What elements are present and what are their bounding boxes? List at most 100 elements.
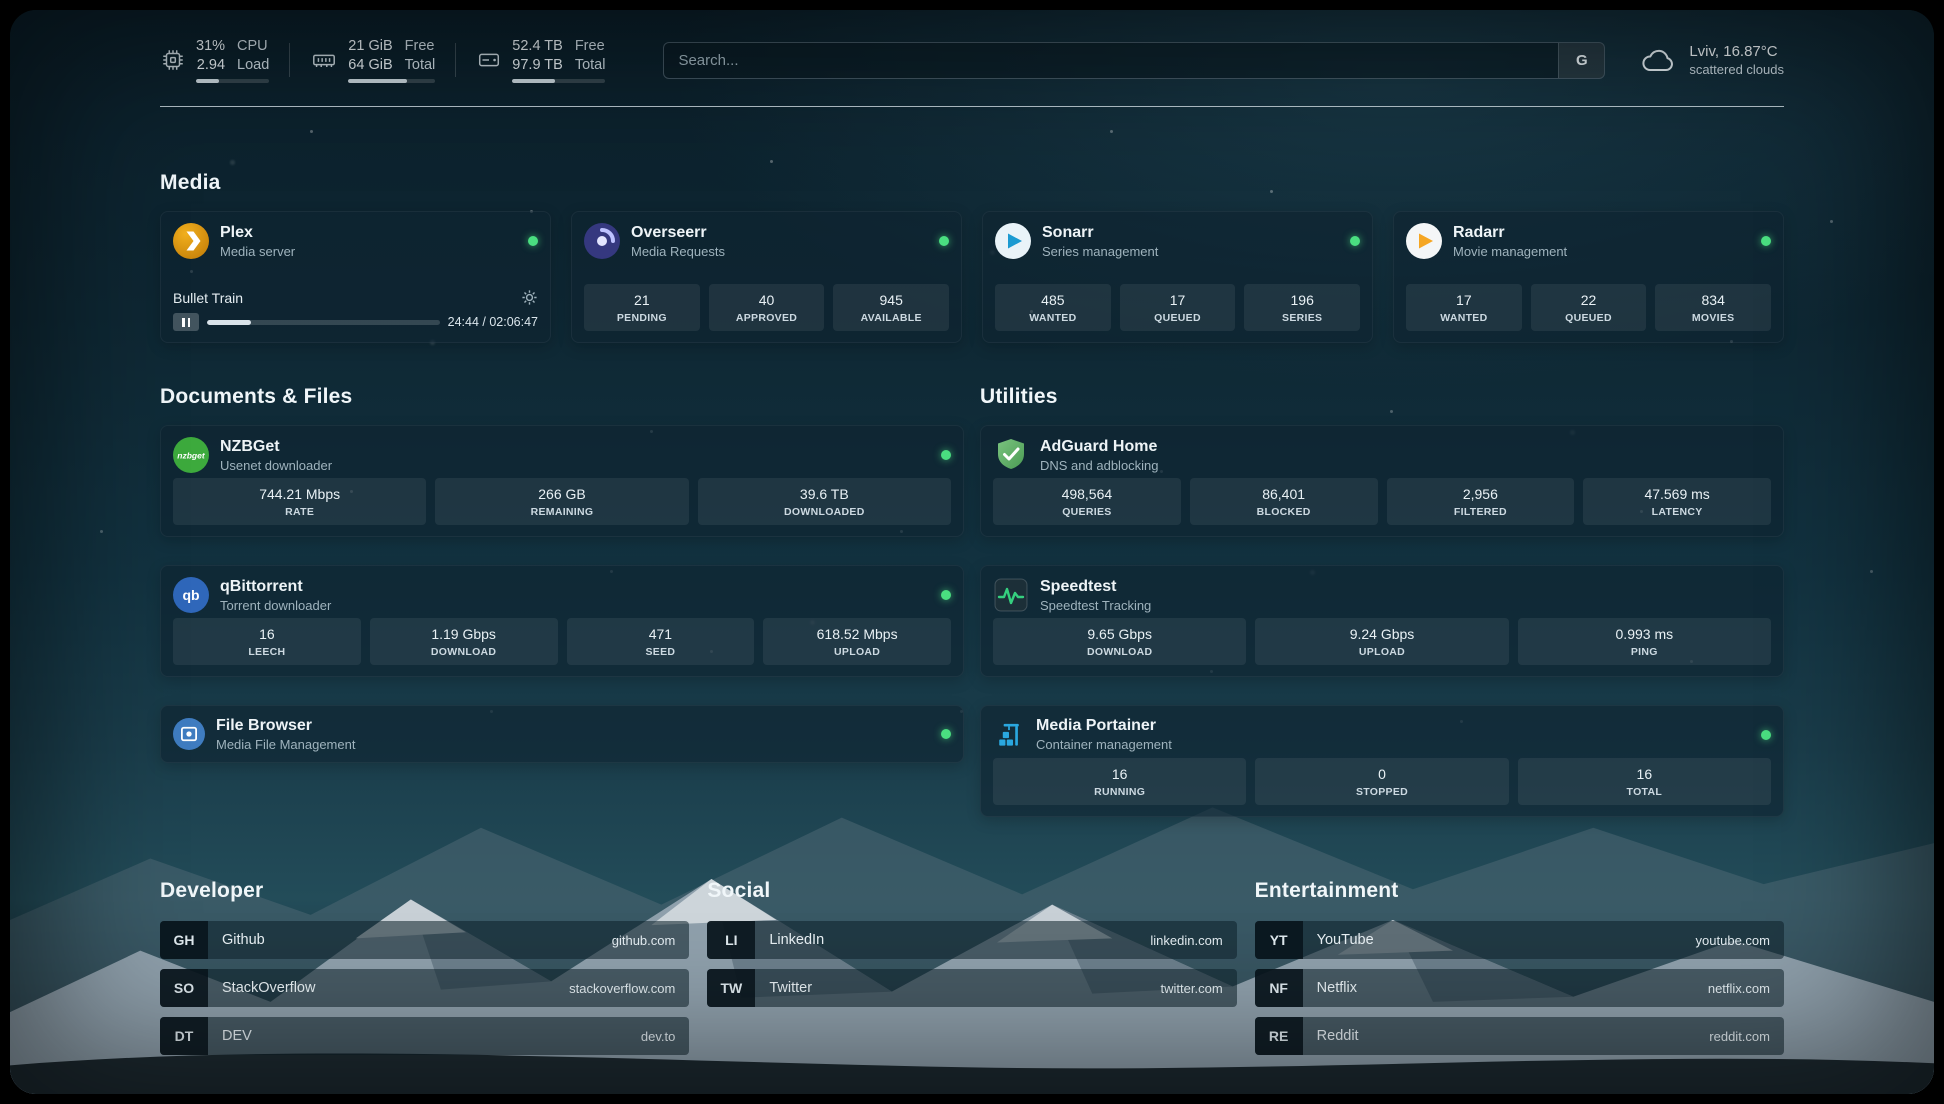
overseerr-icon (584, 223, 620, 259)
bookmark-stackoverflow[interactable]: SO StackOverflow stackoverflow.com (160, 969, 690, 1007)
cpu-widget: 31% 2.94 CPU Load (160, 37, 270, 83)
service-description: Media Requests (631, 243, 725, 259)
section-title-media: Media (160, 171, 221, 194)
stat-remaining: 266 GB REMAINING (435, 478, 689, 525)
widget-divider (455, 43, 457, 77)
bookmark-abbr: NF (1254, 969, 1303, 1007)
card-plex[interactable]: Plex Media server Bullet Train (160, 211, 551, 343)
stat-rate: 744.21 Mbps RATE (173, 478, 427, 525)
bookmark-netflix[interactable]: NF Netflix netflix.com (1254, 969, 1784, 1007)
plex-now-playing: Bullet Train 24:44 / 02:06:47 (173, 289, 538, 331)
section-title-developer: Developer (160, 879, 264, 902)
card-qbittorrent[interactable]: qb qBittorrent Torrent downloader 16 LEEC… (160, 565, 964, 677)
section-entertainment: Entertainment YT YouTube youtube.com NF … (1254, 879, 1784, 1055)
card-nzbget[interactable]: nzbget NZBGet Usenet downloader 744.21 M… (160, 425, 964, 537)
section-utilities: Utilities AdGuard Home DNS (980, 385, 1784, 817)
weather-widget: Lviv, 16.87°C scattered clouds (1639, 43, 1784, 77)
service-description: Torrent downloader (220, 597, 332, 613)
disk-widget: 52.4 TB 97.9 TB Free Total (476, 37, 606, 83)
dashboard-screen: 31% 2.94 CPU Load (10, 10, 1934, 1094)
stat-queries: 498,564 QUERIES (993, 478, 1181, 525)
cpu-percent: 31% (196, 38, 226, 55)
card-radarr[interactable]: Radarr Movie management 17 WANTED 22 QUEUE… (1393, 211, 1784, 343)
bookmark-twitter[interactable]: TW Twitter twitter.com (707, 969, 1237, 1007)
memory-widget: 21 GiB 64 GiB Free Total (310, 37, 436, 83)
bookmark-name: Twitter (769, 980, 813, 996)
cpu-load: 2.94 (196, 57, 226, 73)
section-developer: Developer GH Github github.com SO StackO… (160, 879, 690, 1055)
disk-total-label: Total (574, 57, 606, 73)
status-dot (941, 450, 951, 460)
bookmark-github[interactable]: GH Github github.com (160, 921, 690, 959)
service-name: Radarr (1453, 223, 1505, 241)
card-overseerr[interactable]: Overseerr Media Requests 21 PENDING 40 APP… (571, 211, 962, 343)
section-title-entertainment: Entertainment (1254, 879, 1399, 902)
disk-free: 52.4 TB (512, 38, 563, 55)
status-dot (941, 590, 951, 600)
card-adguard[interactable]: AdGuard Home DNS and adblocking 498,564 Q… (980, 425, 1784, 537)
gear-icon[interactable] (521, 289, 538, 306)
stat-leech: 16 LEECH (173, 618, 361, 665)
disk-total: 97.9 TB (512, 57, 563, 73)
bookmark-youtube[interactable]: YT YouTube youtube.com (1254, 921, 1784, 959)
radarr-icon (1406, 223, 1442, 259)
stat-upload: 618.52 Mbps UPLOAD (763, 618, 951, 665)
card-speedtest[interactable]: Speedtest Speedtest Tracking 9.65 Gbps DO… (980, 565, 1784, 677)
weather-condition: scattered clouds (1689, 62, 1784, 77)
card-portainer[interactable]: Media Portainer Container management 16 R… (980, 705, 1784, 817)
bookmark-abbr: LI (707, 921, 756, 959)
status-dot (1761, 729, 1771, 740)
playback-time: 24:44 / 02:06:47 (447, 315, 538, 329)
pause-button[interactable] (173, 313, 199, 331)
nzbget-icon: nzbget (173, 437, 209, 473)
search-provider-button[interactable]: G (1558, 42, 1605, 78)
bookmark-name: Reddit (1316, 1028, 1359, 1044)
section-documents: Documents & Files nzbget NZBGet Usenet d… (160, 385, 964, 763)
stat-total: 16 TOTAL (1517, 758, 1771, 805)
stat-download: 9.65 Gbps DOWNLOAD (993, 618, 1247, 665)
stat-wanted: 485 WANTED (995, 284, 1111, 331)
bookmark-abbr: TW (707, 969, 756, 1007)
stat-seed: 471 SEED (566, 618, 755, 665)
stat-pending: 21 PENDING (584, 284, 700, 331)
search-input[interactable] (664, 42, 1559, 78)
stat-approved: 40 APPROVED (708, 284, 825, 331)
bookmark-name: Netflix (1316, 980, 1357, 996)
stat-series: 196 SERIES (1244, 284, 1361, 331)
status-dot (1350, 236, 1360, 246)
playback-progress-bar (207, 319, 440, 325)
memory-total-label: Total (404, 57, 436, 73)
bookmark-abbr: SO (160, 969, 208, 1007)
service-name: File Browser (216, 716, 313, 734)
bookmark-url: twitter.com (1160, 980, 1223, 996)
section-social: Social LI LinkedIn linkedin.com TW Twitt… (707, 879, 1237, 1007)
service-name: Media Portainer (1036, 717, 1157, 734)
stat-movies: 834 MOVIES (1655, 284, 1772, 331)
stat-available: 945 AVAILABLE (833, 284, 950, 331)
service-description: Usenet downloader (220, 457, 333, 473)
bookmark-name: DEV (222, 1028, 252, 1044)
service-description: Speedtest Tracking (1040, 597, 1152, 613)
service-name: Sonarr (1042, 223, 1094, 241)
section-title-social: Social (707, 879, 771, 902)
bookmark-dev[interactable]: DT DEV dev.to (160, 1017, 690, 1055)
cpu-percent-label: CPU (237, 38, 268, 55)
bookmark-reddit[interactable]: RE Reddit reddit.com (1254, 1017, 1784, 1055)
stat-queued: 22 QUEUED (1530, 284, 1647, 331)
bookmark-linkedin[interactable]: LI LinkedIn linkedin.com (707, 921, 1237, 959)
bookmark-url: dev.to (640, 1028, 676, 1044)
status-dot (939, 236, 949, 246)
bookmark-abbr: DT (160, 1017, 208, 1055)
status-dot (1761, 236, 1771, 246)
plex-icon (173, 223, 209, 259)
adguard-icon (998, 439, 1024, 469)
weather-location: Lviv, 16.87°C (1689, 43, 1778, 60)
now-playing-title: Bullet Train (173, 289, 244, 306)
card-filebrowser[interactable]: File Browser Media File Management (160, 705, 964, 763)
card-sonarr[interactable]: Sonarr Series management 485 WANTED 17 QUE… (982, 211, 1373, 343)
search-bar[interactable]: G (663, 41, 1606, 79)
service-name: Speedtest (1040, 577, 1117, 595)
bookmark-url: linkedin.com (1150, 932, 1223, 948)
service-name: AdGuard Home (1040, 437, 1158, 455)
stat-upload: 9.24 Gbps UPLOAD (1255, 618, 1509, 665)
